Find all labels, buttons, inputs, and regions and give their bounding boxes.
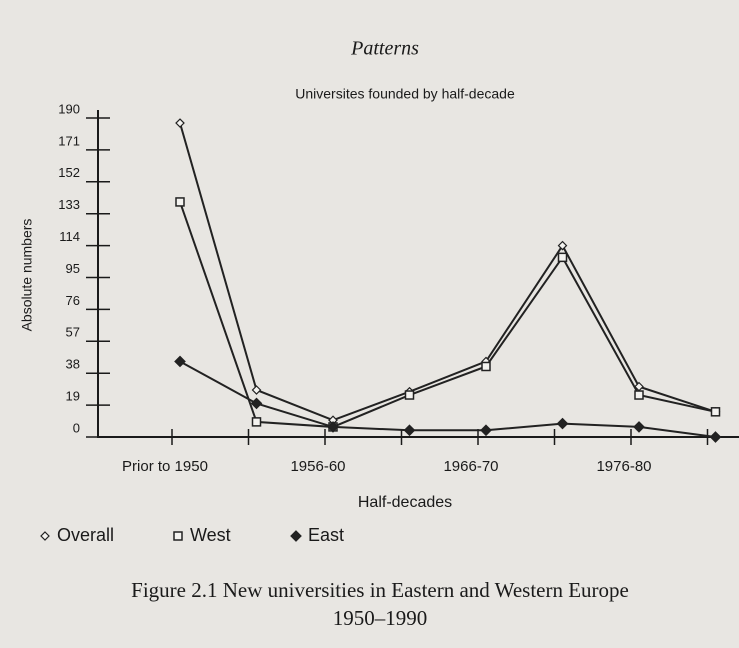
y-tick-label: 19: [66, 389, 80, 404]
point: [174, 355, 186, 368]
y-tick-label: 38: [66, 357, 80, 372]
y-tick-label: 133: [58, 197, 80, 212]
page-header: Patterns: [350, 38, 419, 60]
series-line: [179, 201, 716, 428]
x-tick-label: 1976-80: [596, 458, 651, 475]
point: [480, 424, 492, 437]
y-tick-label: 95: [66, 261, 80, 276]
y-tick-label: 76: [66, 293, 80, 308]
point: [709, 431, 722, 443]
x-axis-label: Half-decades: [358, 494, 452, 511]
point: [250, 397, 263, 410]
y-tick-label: 114: [59, 229, 80, 244]
series-line: [179, 122, 716, 422]
y-tick-label: 57: [66, 325, 80, 340]
caption: 1950–1990: [333, 606, 428, 630]
x-tick-label: Prior to 1950: [122, 458, 208, 475]
legend-marker: [290, 530, 302, 542]
legend-marker: [173, 531, 183, 541]
point: [251, 417, 262, 427]
chart-title: Universites founded by half-decade: [295, 86, 515, 102]
point: [557, 240, 568, 251]
point: [175, 118, 185, 128]
point: [557, 252, 568, 263]
point: [481, 361, 491, 372]
y-tick-label: 171: [58, 133, 80, 148]
caption: Figure 2.1 New universities in Eastern a…: [131, 578, 629, 602]
point: [633, 421, 645, 433]
legend-label: West: [190, 525, 231, 545]
series-line: [179, 360, 716, 438]
point: [710, 407, 721, 417]
y-axis-label: Absolute numbers: [19, 219, 35, 332]
x-tick-label: 1956-60: [290, 458, 345, 475]
y-tick-label: 190: [58, 101, 80, 116]
legend-marker: [40, 531, 50, 541]
point: [251, 385, 262, 395]
point: [556, 417, 569, 430]
point: [327, 421, 339, 433]
legend-label: Overall: [57, 525, 114, 545]
y-tick-label: 152: [58, 165, 80, 180]
point: [404, 390, 415, 400]
x-tick-label: 1966-70: [443, 458, 498, 475]
point: [634, 390, 644, 400]
y-tick-label: 0: [73, 420, 80, 435]
legend-label: East: [308, 525, 344, 545]
point: [403, 424, 416, 437]
point: [175, 197, 185, 207]
